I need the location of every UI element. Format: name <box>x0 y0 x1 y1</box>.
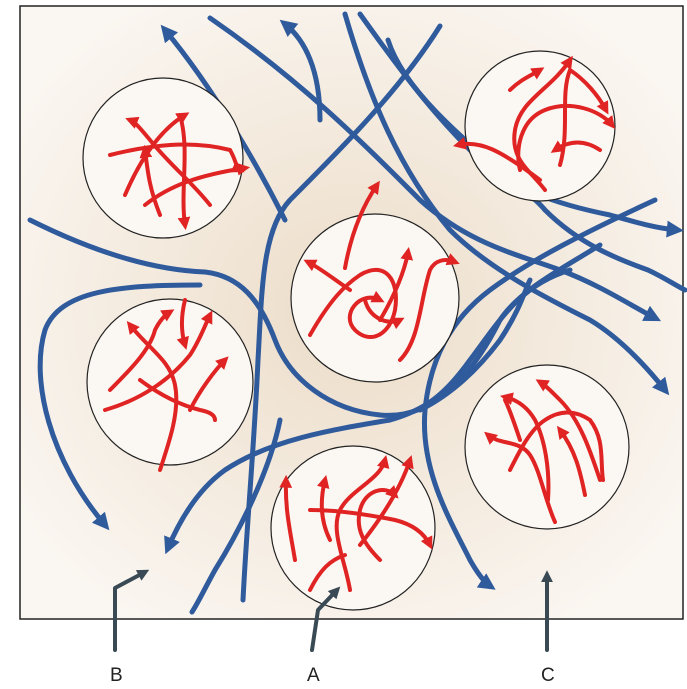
blue-flow-line <box>164 267 573 555</box>
red-flow-line <box>508 67 545 92</box>
red-flow-line <box>484 431 557 524</box>
red-flow-line <box>138 378 217 422</box>
blue-flow-line <box>279 19 323 123</box>
callout-label-c: C <box>541 665 555 686</box>
red-flow-line <box>358 455 414 547</box>
red-flow-line <box>500 392 551 502</box>
red-flow-line <box>535 379 602 482</box>
red-flow-line <box>303 259 352 292</box>
red-flow-line <box>503 398 522 442</box>
red-flow-line <box>356 485 399 562</box>
red-flow-line <box>378 246 414 322</box>
red-flow-line <box>453 137 542 182</box>
red-flow-line <box>139 144 162 217</box>
red-flow-line <box>363 298 405 330</box>
blue-flow-line <box>240 23 443 603</box>
blue-flow-line <box>342 11 670 396</box>
red-flow-line <box>126 321 179 472</box>
callout-label-a: A <box>307 665 320 686</box>
red-flow-lines <box>103 55 616 592</box>
red-flow-line <box>558 66 609 167</box>
blue-flow-line <box>421 197 658 590</box>
blue-flow-line <box>207 15 662 322</box>
red-flow-line <box>308 553 347 592</box>
callout-label-b: B <box>110 665 123 686</box>
pointer-a <box>310 586 341 652</box>
red-flow-line <box>177 113 191 231</box>
pointer-b <box>113 569 150 652</box>
red-flow-line <box>508 410 605 482</box>
red-flow-line <box>308 508 433 550</box>
red-flow-line <box>279 474 297 562</box>
blue-flow-line <box>189 417 283 615</box>
callout-pointers <box>113 569 553 652</box>
blue-flow-line <box>417 277 533 413</box>
red-flow-line <box>398 253 460 362</box>
red-flow-line <box>556 425 587 497</box>
red-flow-line <box>188 356 229 412</box>
blue-flow-line <box>385 37 687 293</box>
red-flow-line <box>108 309 175 392</box>
cell-left <box>86 298 254 466</box>
red-flow-line <box>103 310 213 412</box>
red-flow-line <box>125 116 212 207</box>
cell-top-left <box>82 77 244 239</box>
red-flow-line <box>176 298 189 350</box>
blue-flow-lines <box>27 11 687 615</box>
red-flow-line <box>308 268 398 340</box>
red-flow-line <box>343 180 380 270</box>
cells <box>82 50 630 611</box>
red-flow-line <box>550 140 602 153</box>
cell-bottom <box>270 445 436 611</box>
blue-flow-line <box>37 282 203 531</box>
